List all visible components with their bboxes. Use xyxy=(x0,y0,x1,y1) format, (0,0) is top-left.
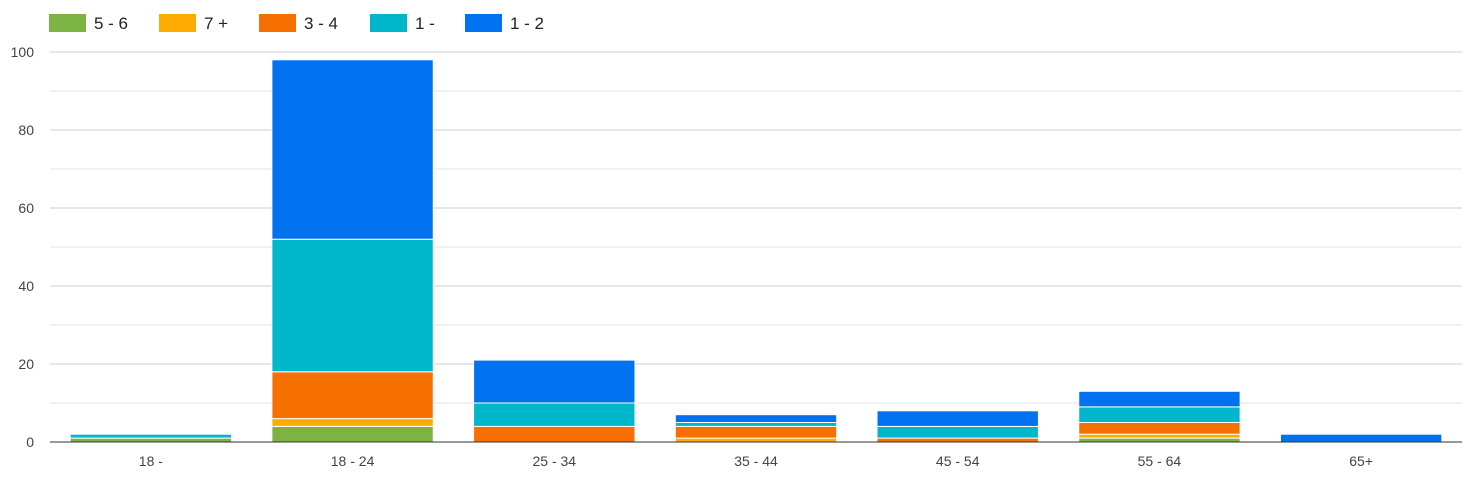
y-tick-label: 60 xyxy=(18,200,34,216)
bar-segment[interactable] xyxy=(876,437,1039,443)
bar-segment[interactable] xyxy=(1078,422,1241,435)
legend: 5 - 6 7 + 3 - 4 1 - 1 - 2 xyxy=(49,14,544,33)
x-tick-label: 55 - 64 xyxy=(1138,453,1182,469)
grid-lines xyxy=(50,51,1462,404)
bar-segment[interactable] xyxy=(1279,433,1443,443)
x-tick-label: 18 - 24 xyxy=(331,453,375,469)
legend-label: 1 - xyxy=(415,14,435,33)
y-tick-label: 0 xyxy=(26,434,34,450)
bar-segment[interactable] xyxy=(876,410,1039,427)
legend-label: 1 - 2 xyxy=(510,14,544,33)
bar-segment[interactable] xyxy=(674,425,838,439)
bars xyxy=(69,59,1443,443)
legend-swatch xyxy=(259,14,296,32)
bar-segment[interactable] xyxy=(473,402,636,427)
legend-swatch xyxy=(370,14,407,32)
bar-segment[interactable] xyxy=(1078,406,1241,423)
x-tick-label: 18 - xyxy=(139,453,163,469)
x-tick-label: 65+ xyxy=(1349,453,1373,469)
legend-label: 3 - 4 xyxy=(304,14,338,33)
bar-segment[interactable] xyxy=(473,359,636,404)
bar-segment[interactable] xyxy=(674,414,838,424)
x-tick-label: 25 - 34 xyxy=(532,453,576,469)
bar-segment[interactable] xyxy=(473,425,636,443)
bar-segment[interactable] xyxy=(271,371,434,420)
bar-segment[interactable] xyxy=(69,437,233,443)
bar-segment[interactable] xyxy=(1078,437,1241,443)
legend-swatch xyxy=(159,14,196,32)
bar-segment[interactable] xyxy=(271,238,434,373)
y-tick-label: 20 xyxy=(18,356,34,372)
bar-segment[interactable] xyxy=(674,422,838,427)
bar-segment[interactable] xyxy=(69,433,233,439)
x-tick-label: 35 - 44 xyxy=(734,453,778,469)
x-tick-label: 45 - 54 xyxy=(936,453,980,469)
y-tick-label: 80 xyxy=(18,122,34,138)
legend-label: 7 + xyxy=(204,14,228,33)
x-axis-ticks: 18 - 18 - 24 25 - 34 35 - 44 45 - 54 55 - 64 6… xyxy=(139,453,1373,469)
bar-segment[interactable] xyxy=(1078,390,1241,408)
bar-segment[interactable] xyxy=(271,425,434,443)
bar-segment[interactable] xyxy=(1078,433,1241,439)
bar-segment[interactable] xyxy=(674,437,838,443)
y-tick-label: 40 xyxy=(18,278,34,294)
legend-label: 5 - 6 xyxy=(94,14,128,33)
legend-swatch xyxy=(465,14,502,32)
legend-swatch xyxy=(49,14,86,32)
bar-segment[interactable] xyxy=(271,418,434,427)
bar-segment[interactable] xyxy=(271,59,434,240)
y-tick-label: 100 xyxy=(11,44,35,60)
y-axis-ticks: 0 20 40 60 80 100 xyxy=(11,44,35,450)
bar-segment[interactable] xyxy=(876,425,1039,439)
